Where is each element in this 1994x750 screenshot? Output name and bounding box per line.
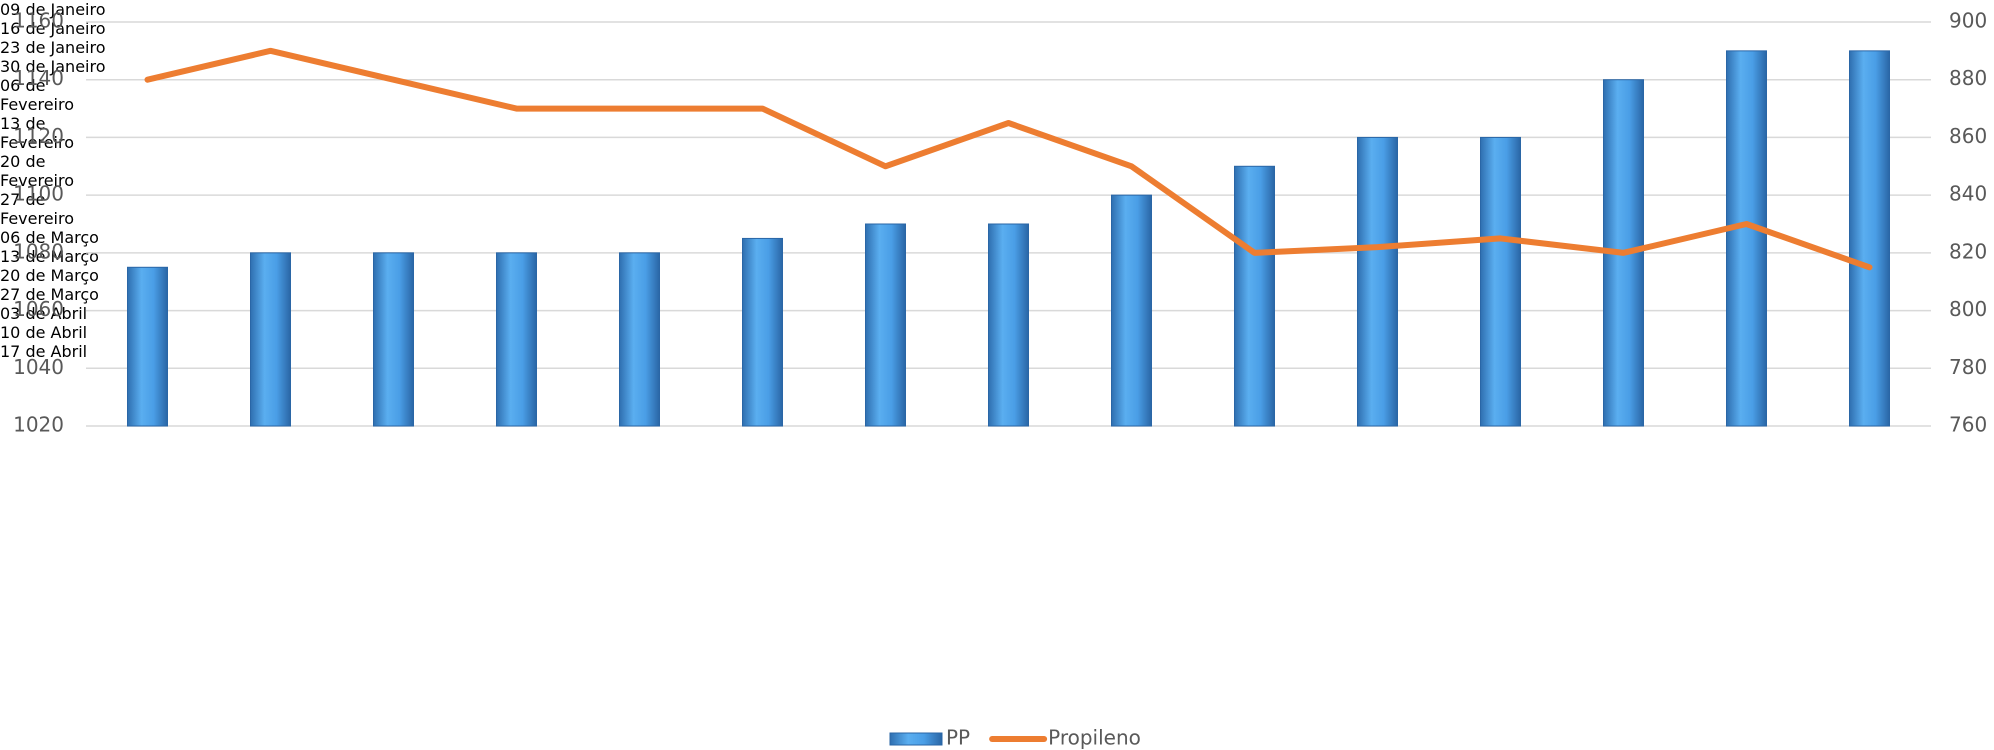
x-tick-label: 06 de Março xyxy=(0,228,99,247)
x-tick-label: 20 de Fevereiro xyxy=(0,152,75,190)
bar xyxy=(250,252,291,427)
x-tick-label: 10 de Abril xyxy=(0,323,88,342)
bar xyxy=(1480,136,1521,427)
legend-swatch xyxy=(889,732,943,746)
bar xyxy=(865,223,906,427)
y-tick-label: 1060 xyxy=(13,297,64,321)
x-tick-label: 13 de Março xyxy=(0,247,99,266)
bar xyxy=(1726,50,1767,427)
x-tick-label: 06 de Fevereiro xyxy=(0,76,75,114)
bar xyxy=(1234,165,1275,427)
y2-tick-label: 840 xyxy=(1949,182,1987,206)
y-tick-label: 1040 xyxy=(13,355,64,379)
line xyxy=(144,47,1873,271)
legend-label: Propileno xyxy=(1048,726,1141,750)
y2-tick-label: 760 xyxy=(1949,413,1987,437)
y2-tick-label: 880 xyxy=(1949,66,1987,90)
x-tick-label: 16 de Janeiro xyxy=(0,19,106,38)
y-tick-label: 1140 xyxy=(13,66,64,90)
bar xyxy=(127,266,168,427)
y2-tick-label: 780 xyxy=(1949,355,1987,379)
bar xyxy=(1111,194,1152,427)
y-tick-label: 1100 xyxy=(13,182,64,206)
y-tick-label: 1080 xyxy=(13,239,64,263)
bar xyxy=(1357,136,1398,427)
x-tick-label: 23 de Janeiro xyxy=(0,38,106,57)
x-tick-label: 17 de Abril xyxy=(0,342,88,361)
x-tick-label: 20 de Março xyxy=(0,266,99,285)
bar xyxy=(373,252,414,427)
x-tick-label: 13 de Fevereiro xyxy=(0,114,75,152)
x-tick-label: 30 de Janeiro xyxy=(0,57,106,76)
bar xyxy=(496,252,537,427)
y-tick-label: 1160 xyxy=(13,9,64,33)
x-tick-label: 27 de Março xyxy=(0,285,99,304)
y-tick-label: 1120 xyxy=(13,124,64,148)
x-tick-label: 09 de Janeiro xyxy=(0,0,106,19)
y2-tick-label: 820 xyxy=(1949,239,1987,263)
y-tick-label: 1020 xyxy=(13,413,64,437)
legend-label: PP xyxy=(946,726,970,750)
bar xyxy=(619,252,660,427)
y2-tick-label: 800 xyxy=(1949,297,1987,321)
bar xyxy=(988,223,1029,427)
x-tick-label: 27 de Fevereiro xyxy=(0,190,75,228)
y2-tick-label: 860 xyxy=(1949,124,1987,148)
bar xyxy=(742,237,783,427)
bar xyxy=(1849,50,1890,427)
y2-tick-label: 900 xyxy=(1949,9,1987,33)
x-tick-label: 03 de Abril xyxy=(0,304,88,323)
